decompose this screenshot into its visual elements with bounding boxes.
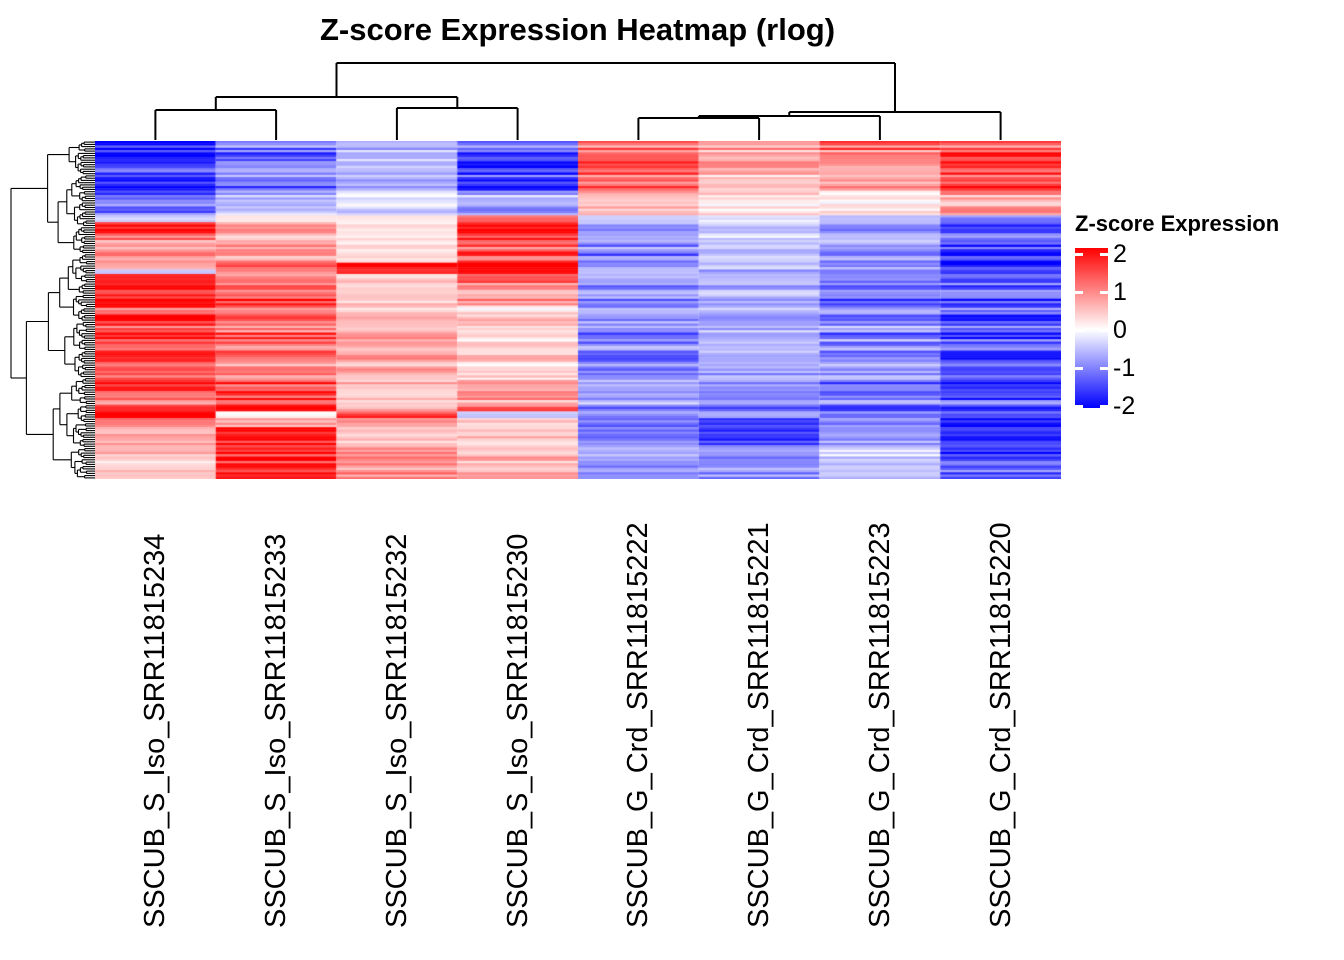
- column-label: SSCUB_G_Crd_SRR11815223: [863, 522, 896, 928]
- column-label: SSCUB_S_Iso_SRR11815234: [139, 533, 172, 928]
- legend-tick-dash: [1100, 366, 1108, 370]
- legend-tick-label: -1: [1113, 354, 1136, 382]
- column-label: SSCUB_S_Iso_SRR11815230: [501, 533, 534, 928]
- legend-tick-dash: [1100, 290, 1108, 294]
- legend-tick-dash: [1075, 290, 1083, 294]
- legend-title: Z-score Expression: [1075, 211, 1280, 236]
- column-label: SSCUB_S_Iso_SRR11815232: [380, 533, 413, 928]
- legend-tick-dash: [1075, 404, 1083, 408]
- legend-tick-label: -2: [1113, 392, 1136, 420]
- legend-tick-dash: [1100, 404, 1108, 408]
- legend-tick-label: 2: [1113, 240, 1127, 268]
- legend-tick-dash: [1075, 328, 1083, 332]
- legend-tick-dash: [1075, 366, 1083, 370]
- figure-title: Z-score Expression Heatmap (rlog): [319, 12, 836, 47]
- heatmap-canvas: [95, 141, 1061, 479]
- column-label: SSCUB_S_Iso_SRR11815233: [260, 533, 293, 928]
- column-dendrogram: [154, 62, 1002, 140]
- column-label: SSCUB_G_Crd_SRR11815221: [743, 522, 776, 928]
- legend-tick-label: 1: [1113, 278, 1127, 306]
- legend-tick-dash: [1100, 252, 1108, 256]
- legend-tick-dash: [1075, 252, 1083, 256]
- legend-tick-dash: [1100, 328, 1108, 332]
- legend-colorbar: [1075, 248, 1108, 408]
- column-label: SSCUB_G_Crd_SRR11815220: [984, 522, 1017, 928]
- legend-tick-label: 0: [1113, 316, 1127, 344]
- row-dendrogram: [10, 141, 97, 479]
- column-label: SSCUB_G_Crd_SRR11815222: [622, 522, 655, 928]
